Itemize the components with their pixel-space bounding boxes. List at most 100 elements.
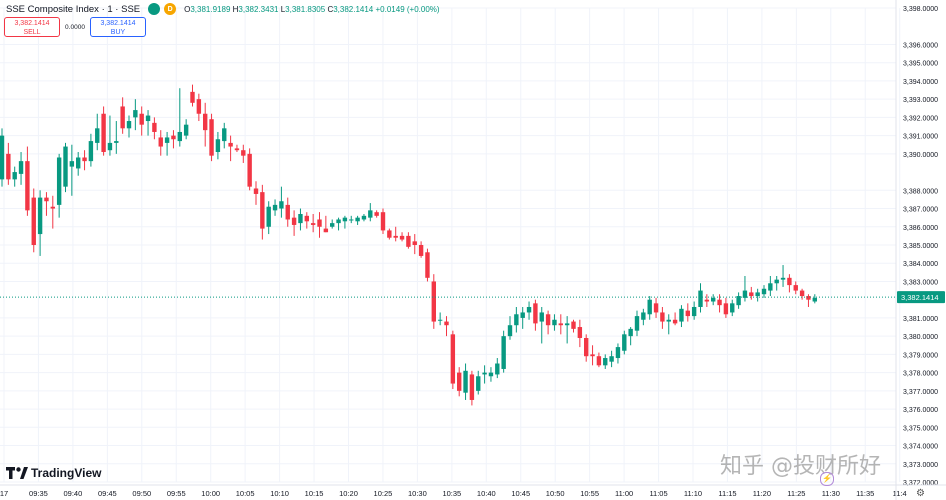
candle-body bbox=[95, 128, 100, 143]
y-tick-label: 3,374.0000 bbox=[903, 444, 938, 451]
settings-gear-icon[interactable]: ⚙ bbox=[916, 488, 925, 499]
x-tick-label: 09:40 bbox=[64, 489, 83, 498]
y-tick-label: 3,386.0000 bbox=[903, 225, 938, 232]
tradingview-logo[interactable]: TradingView bbox=[6, 466, 101, 480]
candle-body bbox=[44, 197, 49, 202]
candle-body bbox=[437, 319, 443, 321]
candle-body bbox=[679, 308, 684, 322]
candle-body bbox=[577, 327, 583, 338]
candle-body bbox=[120, 106, 125, 129]
candle-body bbox=[514, 314, 519, 326]
chart-header: SSE Composite Index · 1 · SSE D O3,381.9… bbox=[6, 3, 440, 15]
candle-body bbox=[266, 206, 271, 227]
candle-body bbox=[406, 235, 411, 247]
candle-body bbox=[304, 215, 309, 222]
lightning-icon[interactable]: ⚡ bbox=[820, 472, 834, 486]
candle-body bbox=[641, 312, 646, 320]
y-tick-label: 3,379.0000 bbox=[903, 352, 938, 359]
x-tick-label: 11:05 bbox=[649, 489, 667, 498]
candle-body bbox=[564, 323, 570, 326]
y-tick-label: 3,378.0000 bbox=[903, 371, 938, 378]
candle-body bbox=[596, 356, 602, 366]
candle-body bbox=[158, 137, 163, 147]
candle-body bbox=[31, 197, 36, 245]
candle-body bbox=[349, 219, 354, 221]
x-tick-label: 10:25 bbox=[374, 489, 393, 498]
candle-body bbox=[247, 153, 252, 187]
high-label: H bbox=[232, 4, 239, 14]
x-tick-label: 10:55 bbox=[580, 489, 599, 498]
x-tick-label: 10:40 bbox=[477, 489, 496, 498]
candle-body bbox=[647, 299, 652, 315]
open-value: 3,381.9189 bbox=[190, 4, 231, 14]
sell-button[interactable]: 3,382.1414 SELL bbox=[4, 17, 60, 37]
open-label: O bbox=[184, 4, 191, 14]
candle-body bbox=[336, 219, 341, 224]
candle-body bbox=[761, 288, 767, 295]
candle-body bbox=[590, 354, 595, 357]
candle-body bbox=[526, 306, 532, 313]
last-price-label: 3,382.1414 bbox=[901, 293, 939, 302]
candle-body bbox=[272, 204, 278, 211]
symbol-title[interactable]: SSE Composite Index · 1 · SSE bbox=[6, 3, 141, 15]
x-tick-label: 11:25 bbox=[787, 489, 805, 498]
candle-body bbox=[56, 157, 62, 205]
candle-body bbox=[660, 312, 665, 322]
y-tick-label: 3,375.0000 bbox=[903, 425, 938, 432]
candle-body bbox=[476, 376, 481, 391]
buy-price: 3,382.1414 bbox=[100, 20, 136, 27]
candle-body bbox=[171, 135, 176, 140]
tradingview-logo-text: TradingView bbox=[31, 466, 102, 480]
y-tick-label: 3,387.0000 bbox=[903, 207, 938, 214]
candle-body bbox=[444, 321, 449, 326]
y-tick-label: 3,396.0000 bbox=[903, 42, 938, 49]
candle-body bbox=[698, 290, 703, 307]
x-tick-label: 09:50 bbox=[132, 489, 151, 498]
candle-body bbox=[799, 290, 805, 297]
candle-body bbox=[723, 303, 729, 315]
candle-body bbox=[787, 277, 792, 286]
candle-body bbox=[114, 141, 119, 143]
candle-body bbox=[806, 296, 811, 300]
candle-body bbox=[145, 115, 151, 122]
buy-button[interactable]: 3,382.1414 BUY bbox=[90, 17, 146, 37]
candle-body bbox=[539, 312, 544, 322]
candle-body bbox=[691, 306, 697, 317]
candle-body bbox=[628, 328, 633, 337]
candle-body bbox=[50, 206, 55, 209]
candle-body bbox=[488, 372, 494, 377]
candle-body bbox=[495, 363, 500, 375]
candle-body bbox=[355, 217, 360, 222]
last-price-tag bbox=[897, 291, 945, 304]
x-tick-label: 10:20 bbox=[339, 489, 358, 498]
candle-body bbox=[425, 252, 430, 278]
candle-body bbox=[291, 217, 297, 225]
candle-body bbox=[6, 153, 11, 180]
spread-value: 0.0000 bbox=[65, 23, 85, 31]
candle-body bbox=[450, 334, 456, 384]
candle-body bbox=[152, 122, 157, 132]
x-tick-label: 10:05 bbox=[236, 489, 255, 498]
y-tick-label: 3,384.0000 bbox=[903, 261, 938, 268]
data-badge: D bbox=[164, 3, 177, 15]
candle-body bbox=[507, 325, 513, 337]
x-tick-label: 11:10 bbox=[684, 489, 702, 498]
candle-body bbox=[380, 212, 386, 231]
candle-body bbox=[285, 204, 290, 220]
candle-body bbox=[253, 188, 259, 194]
candle-body bbox=[12, 172, 17, 180]
candle-body bbox=[82, 157, 87, 162]
y-tick-label: 3,398.0000 bbox=[903, 6, 938, 13]
x-tick-label: 10:15 bbox=[305, 489, 324, 498]
x-tick-label: 09:55 bbox=[167, 489, 186, 498]
candle-body bbox=[330, 223, 335, 227]
x-tick-label: 11:00 bbox=[615, 489, 633, 498]
candle-body bbox=[812, 297, 817, 302]
candle-body bbox=[774, 279, 779, 284]
candle-body bbox=[501, 336, 506, 369]
close-label: C bbox=[327, 4, 334, 14]
y-tick-label: 3,383.0000 bbox=[903, 279, 938, 286]
candle-body bbox=[393, 235, 398, 238]
